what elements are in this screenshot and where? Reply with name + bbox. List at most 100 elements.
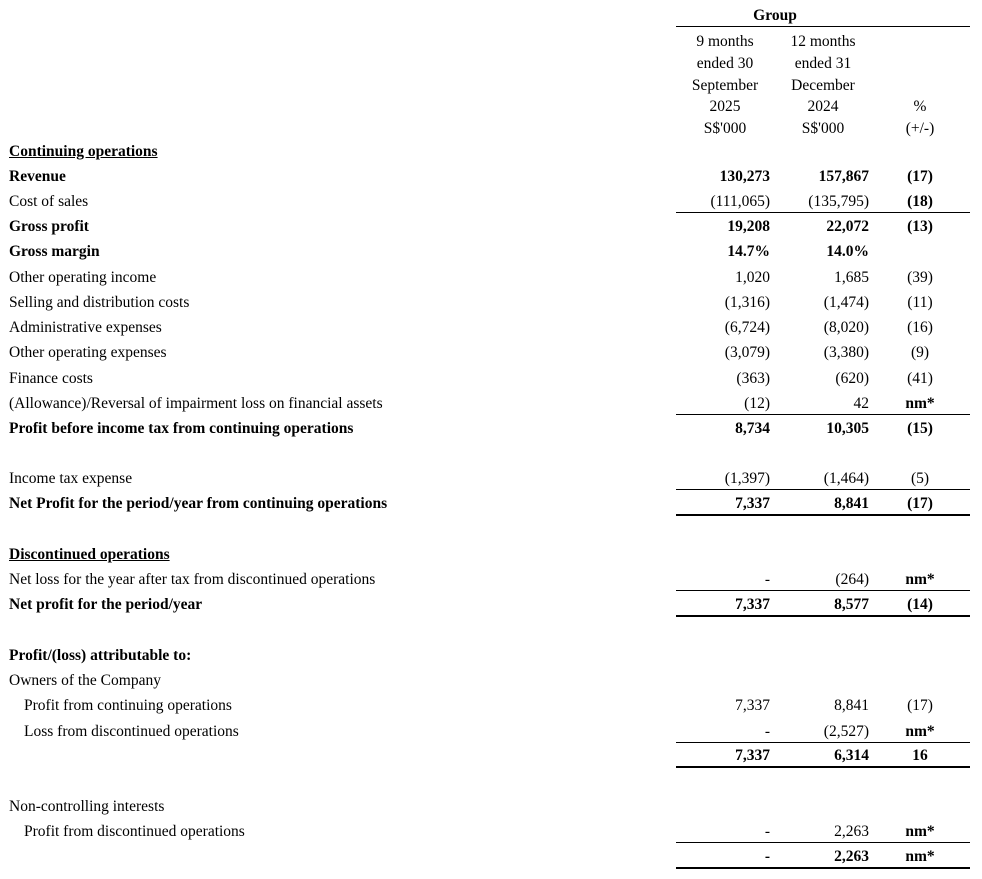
- cell: 2,263: [834, 848, 869, 865]
- cell: (12): [744, 395, 770, 412]
- cell: (363): [736, 370, 770, 387]
- cell: nm*: [905, 571, 935, 588]
- row-label: Net Profit for the period/year from cont…: [9, 495, 388, 512]
- cell: 14.7%: [727, 243, 770, 260]
- cell: 6,314: [834, 747, 869, 764]
- cell: (14): [907, 596, 933, 613]
- cell: (9): [910, 344, 930, 361]
- row-label: Profit/(loss) attributable to:: [9, 647, 192, 664]
- row-label: Selling and distribution costs: [9, 294, 190, 311]
- cell: 130,273: [719, 168, 770, 185]
- cell: nm*: [905, 848, 935, 865]
- column-header: 9 months: [696, 33, 754, 50]
- column-header: 2024: [807, 98, 839, 115]
- cell: 8,841: [834, 495, 869, 512]
- row-label: Profit before income tax from continuing…: [9, 420, 354, 437]
- cell: (135,795): [808, 193, 869, 210]
- row-label: (Allowance)/Reversal of impairment loss …: [9, 395, 383, 412]
- row-label: Loss from discontinued operations: [24, 723, 239, 740]
- cell: (5): [910, 470, 930, 487]
- cell: (620): [835, 370, 869, 387]
- cell: (17): [907, 697, 933, 714]
- column-header: (+/-): [905, 120, 935, 137]
- rule: [676, 414, 970, 415]
- column-header: 2025: [709, 98, 741, 115]
- row-label: Net profit for the period/year: [9, 596, 203, 613]
- cell: 10,305: [826, 420, 869, 437]
- cell: (1,464): [823, 470, 869, 487]
- cell: (1,397): [724, 470, 770, 487]
- row-label: Owners of the Company: [9, 672, 161, 689]
- cell: (1,474): [823, 294, 869, 311]
- column-header: %: [913, 98, 927, 115]
- cell: (3,079): [724, 344, 770, 361]
- row-label: Non-controlling interests: [9, 798, 165, 815]
- row-label: Other operating income: [9, 269, 157, 286]
- row-label: Administrative expenses: [9, 319, 162, 336]
- double-rule: [676, 766, 970, 768]
- cell: -: [764, 571, 770, 588]
- row-label: Discontinued operations: [9, 546, 170, 563]
- cell: (18): [907, 193, 933, 210]
- cell: (11): [907, 294, 933, 311]
- row-label: Continuing operations: [9, 143, 158, 160]
- column-header: September: [691, 77, 759, 94]
- cell: 8,577: [834, 596, 869, 613]
- column-header: 12 months: [790, 33, 856, 50]
- cell: (41): [907, 370, 933, 387]
- cell: (16): [907, 319, 933, 336]
- row-label: Net loss for the year after tax from dis…: [9, 571, 376, 588]
- cell: (1,316): [724, 294, 770, 311]
- cell: 16: [912, 747, 928, 764]
- cell: (15): [907, 420, 933, 437]
- cell: (8,020): [823, 319, 869, 336]
- cell: (6,724): [724, 319, 770, 336]
- cell: 7,337: [735, 495, 770, 512]
- cell: 157,867: [818, 168, 869, 185]
- cell: (2,527): [823, 723, 869, 740]
- rule: [676, 842, 970, 843]
- group-header: Group: [753, 7, 797, 24]
- row-label: Finance costs: [9, 370, 93, 387]
- cell: (17): [907, 168, 933, 185]
- cell: 7,337: [735, 747, 770, 764]
- cell: (111,065): [710, 193, 770, 210]
- cell: 2,263: [834, 823, 869, 840]
- row-label: Profit from continuing operations: [24, 697, 232, 714]
- cell: 7,337: [735, 596, 770, 613]
- rule: [676, 212, 970, 213]
- double-rule: [676, 867, 970, 869]
- cell: -: [764, 723, 770, 740]
- column-header: S$'000: [801, 120, 845, 137]
- row-label: Other operating expenses: [9, 344, 167, 361]
- cell: 1,685: [834, 269, 869, 286]
- cell: (3,380): [823, 344, 869, 361]
- cell: 7,337: [735, 697, 770, 714]
- row-label: Gross profit: [9, 218, 89, 235]
- cell: -: [764, 823, 770, 840]
- cell: 1,020: [735, 269, 770, 286]
- rule: [676, 26, 970, 27]
- column-header: ended 30: [696, 55, 754, 72]
- cell: 22,072: [826, 218, 869, 235]
- cell: nm*: [905, 723, 935, 740]
- row-label: Revenue: [9, 168, 66, 185]
- cell: 8,841: [834, 697, 869, 714]
- cell: -: [764, 848, 770, 865]
- rule: [676, 489, 970, 490]
- cell: 42: [853, 395, 870, 412]
- rule: [676, 590, 970, 591]
- column-header: S$'000: [703, 120, 747, 137]
- rule: [676, 742, 970, 743]
- cell: 19,208: [727, 218, 770, 235]
- row-label: Income tax expense: [9, 470, 133, 487]
- row-label: Gross margin: [9, 243, 100, 260]
- cell: (13): [907, 218, 933, 235]
- cell: (17): [907, 495, 933, 512]
- row-label: Cost of sales: [9, 193, 89, 210]
- cell: nm*: [905, 395, 935, 412]
- cell: 8,734: [735, 420, 770, 437]
- cell: (39): [907, 269, 933, 286]
- double-rule: [676, 615, 970, 617]
